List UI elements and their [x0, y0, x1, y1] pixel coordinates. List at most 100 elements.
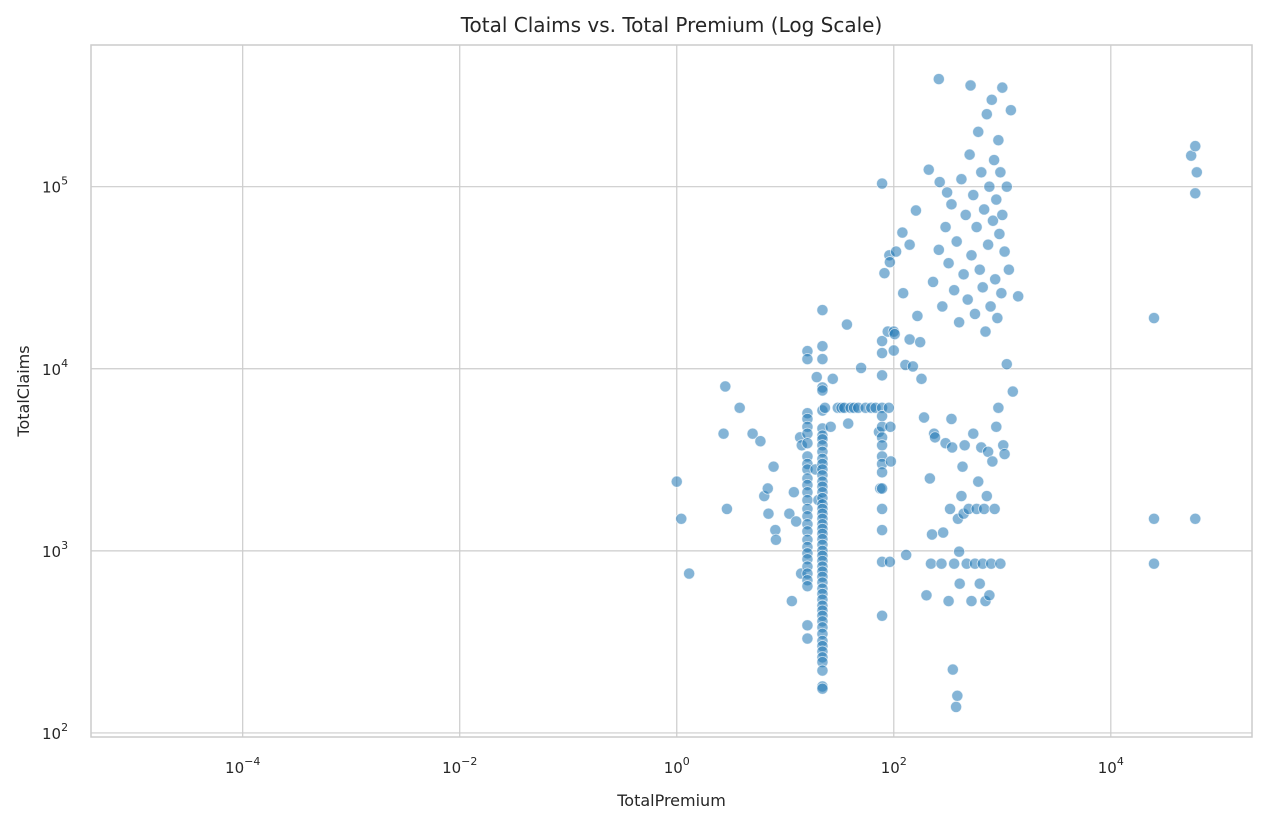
data-point: [670, 475, 683, 488]
data-point: [816, 340, 829, 353]
data-point: [675, 512, 688, 525]
data-point: [992, 134, 1005, 147]
data-point: [884, 455, 897, 468]
data-point: [986, 455, 999, 468]
x-tick-label: 104: [1098, 755, 1124, 777]
data-point: [903, 333, 916, 346]
y-tick-base: 10: [42, 361, 61, 379]
data-point: [1189, 140, 1202, 153]
data-point: [824, 420, 837, 433]
y-tick-label: 105: [42, 175, 68, 197]
y-tick-label: 104: [42, 357, 68, 379]
data-point: [945, 198, 958, 211]
data-point: [929, 431, 942, 444]
data-point: [948, 557, 961, 570]
data-point: [967, 427, 980, 440]
data-point: [980, 108, 993, 121]
data-point: [876, 524, 889, 537]
y-tick-exponent: 5: [61, 175, 68, 188]
data-point: [933, 176, 946, 189]
data-point: [964, 79, 977, 92]
data-point: [1148, 512, 1161, 525]
data-point: [968, 307, 981, 320]
data-point: [950, 235, 963, 248]
x-tick-label: 10−2: [442, 755, 477, 777]
data-point: [878, 267, 891, 280]
data-point: [790, 515, 803, 528]
x-tick-label: 100: [664, 755, 690, 777]
data-point: [801, 632, 814, 645]
data-point: [876, 335, 889, 348]
data-point: [922, 163, 935, 176]
x-tick-exponent: 4: [1117, 755, 1124, 768]
y-tick-base: 10: [42, 725, 61, 743]
data-point: [983, 589, 996, 602]
data-point: [876, 482, 889, 495]
data-point: [914, 336, 927, 349]
data-point: [948, 284, 961, 297]
data-point: [876, 177, 889, 190]
data-point: [945, 412, 958, 425]
data-point: [941, 186, 954, 199]
data-point: [985, 93, 998, 106]
data-point: [988, 502, 1001, 515]
points-layer: [670, 73, 1203, 713]
data-point: [979, 325, 992, 338]
data-point: [816, 664, 829, 677]
data-point: [970, 221, 983, 234]
data-point: [967, 189, 980, 202]
data-point: [923, 472, 936, 485]
data-point: [767, 460, 780, 473]
data-point: [746, 427, 759, 440]
data-point: [896, 226, 909, 239]
data-point: [816, 304, 829, 317]
data-point: [994, 166, 1007, 179]
data-point: [972, 125, 985, 138]
data-point: [900, 548, 913, 561]
data-point: [953, 577, 966, 590]
x-tick-exponent: 0: [683, 755, 690, 768]
data-point: [995, 287, 1008, 300]
y-tick-exponent: 4: [61, 357, 68, 370]
data-point: [963, 148, 976, 161]
data-point: [973, 577, 986, 590]
data-point: [1189, 187, 1202, 200]
data-point: [957, 268, 970, 281]
data-point: [955, 173, 968, 186]
data-point: [840, 318, 853, 331]
data-point: [855, 361, 868, 374]
data-point: [720, 502, 733, 515]
data-point: [801, 619, 814, 632]
y-tick-base: 10: [42, 179, 61, 197]
data-point: [683, 567, 696, 580]
y-tick-exponent: 3: [61, 539, 68, 552]
data-point: [973, 263, 986, 276]
data-point: [927, 275, 940, 288]
data-point: [887, 344, 900, 357]
data-point: [801, 353, 814, 366]
data-point: [990, 193, 1003, 206]
data-point: [1000, 358, 1013, 371]
data-point: [1006, 385, 1019, 398]
data-point: [801, 437, 814, 450]
data-point: [915, 372, 928, 385]
plot-frame: [90, 44, 1253, 738]
data-point: [717, 427, 730, 440]
data-point: [1189, 512, 1202, 525]
grid-layer: [91, 45, 1252, 737]
y-tick-exponent: 2: [61, 721, 68, 734]
data-point: [810, 371, 823, 384]
data-point: [958, 439, 971, 452]
data-point: [816, 384, 829, 397]
data-point: [937, 526, 950, 539]
data-point: [996, 208, 1009, 221]
data-point: [909, 204, 922, 217]
data-point: [842, 417, 855, 430]
data-point: [903, 238, 916, 251]
data-point: [876, 502, 889, 515]
data-point: [876, 369, 889, 382]
data-point: [950, 700, 963, 713]
data-point: [978, 502, 991, 515]
